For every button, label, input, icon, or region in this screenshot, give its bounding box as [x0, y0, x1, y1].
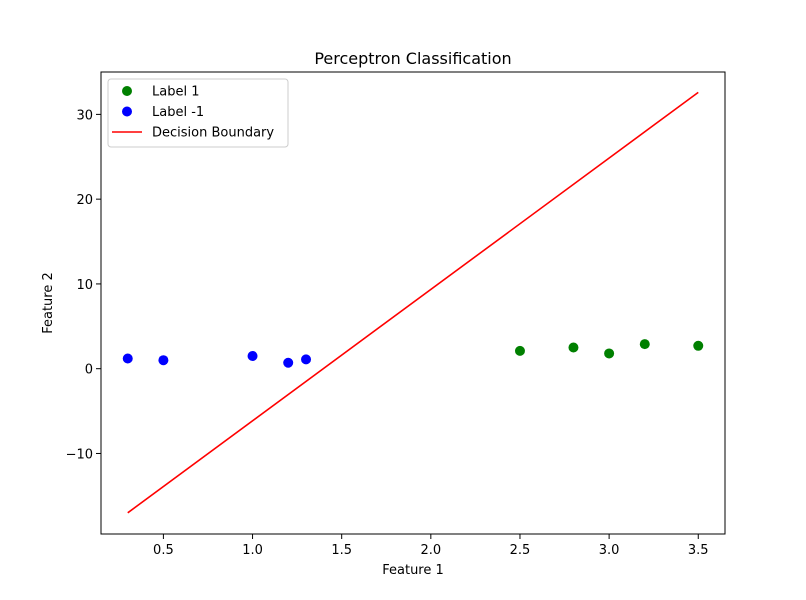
- point-label-1: [247, 350, 258, 361]
- x-tick-label: 1.5: [331, 543, 352, 558]
- point-label-1: [514, 345, 525, 356]
- legend-marker: [122, 86, 132, 96]
- legend-box: [107, 78, 289, 148]
- y-tick-label: 20: [76, 193, 93, 208]
- decision-boundary-line: [127, 91, 699, 514]
- legend: Label 1 Label -1 Decision Boundary: [107, 78, 289, 148]
- chart-title: Perceptron Classification: [314, 49, 511, 68]
- point-label-1: [693, 340, 704, 351]
- x-tick-label: 2.5: [510, 543, 531, 558]
- x-tick-label: 2.0: [420, 543, 441, 558]
- x-tick-label: 3.5: [688, 543, 709, 558]
- y-tick-label: −10: [66, 447, 93, 462]
- legend-marker: [122, 106, 132, 117]
- x-tick-label: 1.0: [242, 543, 263, 558]
- point-label-1: [301, 354, 312, 365]
- data-layer: [122, 91, 704, 514]
- legend-label: Label 1: [152, 85, 199, 100]
- y-tick-label: 30: [76, 108, 93, 123]
- plot-area: 0.5 1.0 1.5 2.0 2.5 3.0 3.5 −10 0 10 20 30: [66, 71, 726, 558]
- point-label-1: [568, 342, 579, 353]
- x-tick-label: 3.0: [599, 543, 620, 558]
- y-tick-label: 10: [76, 278, 93, 293]
- y-tick-label: 0: [85, 363, 93, 378]
- y-axis-label: Feature 2: [41, 272, 56, 334]
- x-axis-label: Feature 1: [382, 563, 444, 578]
- point-label-1: [639, 339, 650, 350]
- point-label-1: [122, 353, 133, 364]
- point-label-1: [158, 355, 169, 366]
- point-label-1: [283, 357, 294, 368]
- x-tick-label: 0.5: [153, 543, 174, 558]
- legend-label: Label -1: [152, 105, 204, 120]
- axes-frame: [100, 71, 726, 535]
- legend-label: Decision Boundary: [152, 126, 274, 141]
- point-label-1: [604, 348, 615, 359]
